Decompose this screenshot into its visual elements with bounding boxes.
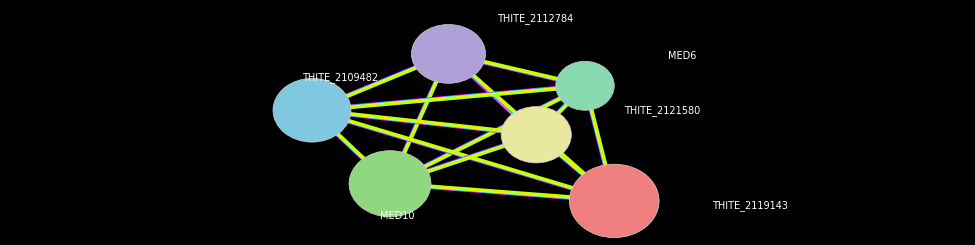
- Ellipse shape: [501, 107, 571, 163]
- Text: THITE_2119143: THITE_2119143: [712, 200, 788, 211]
- Text: THITE_2112784: THITE_2112784: [497, 13, 573, 24]
- Ellipse shape: [411, 24, 486, 83]
- Ellipse shape: [349, 151, 431, 217]
- Ellipse shape: [273, 78, 351, 142]
- Text: THITE_2121580: THITE_2121580: [624, 105, 700, 116]
- Ellipse shape: [556, 61, 614, 110]
- Text: MED10: MED10: [380, 211, 414, 220]
- Text: THITE_2109482: THITE_2109482: [302, 72, 378, 83]
- Text: MED6: MED6: [668, 51, 696, 61]
- Ellipse shape: [569, 164, 659, 238]
